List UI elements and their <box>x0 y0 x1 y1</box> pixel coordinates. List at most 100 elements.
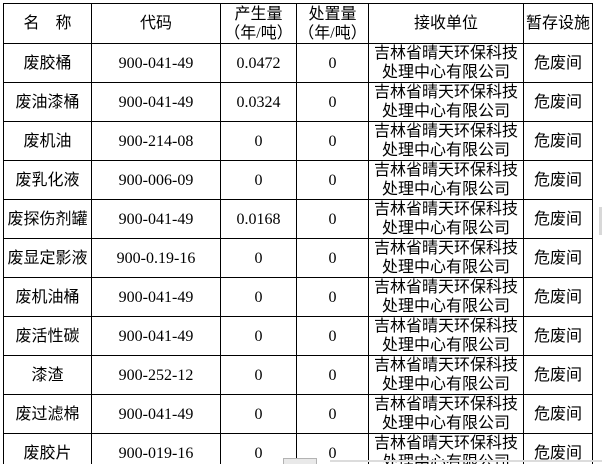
storage-facility: 危废间 <box>533 288 582 306</box>
waste-name: 废过滤棉 <box>15 405 80 423</box>
header-disposal: 处置量 （年/吨） <box>296 3 369 44</box>
waste-code-cell: 900-041-49 <box>91 277 221 317</box>
waste-name: 废探伤剂罐 <box>7 210 88 228</box>
waste-name: 漆渣 <box>31 366 64 384</box>
header-production-unit: （年/吨） <box>224 24 293 42</box>
waste-name-cell: 废乳化液 <box>3 160 92 200</box>
waste-name-cell: 废活性碳 <box>3 316 92 356</box>
waste-name-cell: 废过滤棉 <box>3 394 92 434</box>
receiver-company-cell: 吉林省晴天环保科技 处理中心有限公司 <box>368 160 524 200</box>
waste-code-cell: 900-252-12 <box>91 355 221 395</box>
waste-code-cell: 900-0.19-16 <box>91 238 221 278</box>
hazardous-waste-table: 名 称 代码 产生量 （年/吨） 处置量 （年/吨） 接收单位 <box>3 3 593 464</box>
disposal-amount-cell: 0 <box>296 160 369 200</box>
waste-code-cell: 900-041-49 <box>91 82 221 122</box>
header-storage: 暂存设施 <box>523 3 593 44</box>
production-amount-cell: 0 <box>220 160 297 200</box>
waste-code: 900-006-09 <box>118 171 194 189</box>
production-amount: 0 <box>254 444 263 462</box>
receiver-company: 吉林省晴天环保科技 处理中心有限公司 <box>373 162 518 198</box>
horizontal-scrollbar-thumb[interactable] <box>283 458 317 464</box>
receiver-company: 吉林省晴天环保科技 处理中心有限公司 <box>373 201 518 237</box>
receiver-company: 吉林省晴天环保科技 处理中心有限公司 <box>373 84 518 120</box>
production-amount-cell: 0 <box>220 238 297 278</box>
waste-name: 废机油桶 <box>15 288 80 306</box>
header-production-label: 产生量 <box>234 5 283 23</box>
waste-name: 废活性碳 <box>15 327 80 345</box>
receiver-company-cell: 吉林省晴天环保科技 处理中心有限公司 <box>368 43 524 83</box>
receiver-company: 吉林省晴天环保科技 处理中心有限公司 <box>373 318 518 354</box>
production-amount: 0 <box>254 366 263 384</box>
table-row: 废机油桶 900-041-49 0 0 吉林省晴天环保科技 处理中心有限公司 危… <box>3 277 593 317</box>
waste-code: 900-041-49 <box>118 327 194 345</box>
storage-facility: 危废间 <box>533 327 582 345</box>
production-amount-cell: 0 <box>220 316 297 356</box>
header-disposal-label: 处置量 <box>308 5 357 23</box>
waste-name-cell: 废显定影液 <box>3 238 92 278</box>
storage-facility: 危废间 <box>533 210 582 228</box>
receiver-company: 吉林省晴天环保科技 处理中心有限公司 <box>373 357 518 393</box>
table-row: 废显定影液 900-0.19-16 0 0 吉林省晴天环保科技 处理中心有限公司… <box>3 238 593 278</box>
storage-facility: 危废间 <box>533 93 582 111</box>
table-row: 废油漆桶 900-041-49 0.0324 0 吉林省晴天环保科技 处理中心有… <box>3 82 593 122</box>
receiver-company: 吉林省晴天环保科技 处理中心有限公司 <box>373 240 518 276</box>
disposal-amount: 0 <box>328 210 337 228</box>
receiver-company-cell: 吉林省晴天环保科技 处理中心有限公司 <box>368 433 524 464</box>
receiver-company: 吉林省晴天环保科技 处理中心有限公司 <box>373 123 518 159</box>
storage-facility-cell: 危废间 <box>523 433 593 464</box>
waste-code-cell: 900-214-08 <box>91 121 221 161</box>
production-amount: 0 <box>254 171 263 189</box>
waste-code-cell: 900-041-49 <box>91 394 221 434</box>
horizontal-scrollbar-track[interactable] <box>330 460 602 462</box>
disposal-amount-cell: 0 <box>296 43 369 83</box>
production-amount: 0 <box>254 132 263 150</box>
disposal-amount-cell: 0 <box>296 394 369 434</box>
disposal-amount: 0 <box>328 93 337 111</box>
waste-code: 900-041-49 <box>118 405 194 423</box>
waste-code: 900-252-12 <box>118 366 194 384</box>
header-production: 产生量 （年/吨） <box>220 3 297 44</box>
disposal-amount: 0 <box>328 54 337 72</box>
header-code-label: 代码 <box>139 15 172 32</box>
waste-name-cell: 废探伤剂罐 <box>3 199 92 239</box>
storage-facility: 危废间 <box>533 366 582 384</box>
storage-facility: 危废间 <box>533 171 582 189</box>
waste-name-cell: 漆渣 <box>3 355 92 395</box>
disposal-amount: 0 <box>328 132 337 150</box>
header-receiver: 接收单位 <box>368 3 524 44</box>
table-row: 废过滤棉 900-041-49 0 0 吉林省晴天环保科技 处理中心有限公司 危… <box>3 394 593 434</box>
waste-code-cell: 900-041-49 <box>91 316 221 356</box>
disposal-amount: 0 <box>328 288 337 306</box>
waste-code-cell: 900-006-09 <box>91 160 221 200</box>
storage-facility-cell: 危废间 <box>523 394 593 434</box>
receiver-company-cell: 吉林省晴天环保科技 处理中心有限公司 <box>368 355 524 395</box>
table-row: 漆渣 900-252-12 0 0 吉林省晴天环保科技 处理中心有限公司 危废间 <box>3 355 593 395</box>
receiver-company-cell: 吉林省晴天环保科技 处理中心有限公司 <box>368 316 524 356</box>
table-row: 废机油 900-214-08 0 0 吉林省晴天环保科技 处理中心有限公司 危废… <box>3 121 593 161</box>
waste-name-cell: 废机油桶 <box>3 277 92 317</box>
waste-name-cell: 废胶片 <box>3 433 92 464</box>
waste-name: 废乳化液 <box>15 171 80 189</box>
receiver-company-cell: 吉林省晴天环保科技 处理中心有限公司 <box>368 82 524 122</box>
production-amount-cell: 0.0168 <box>220 199 297 239</box>
storage-facility: 危废间 <box>533 132 582 150</box>
waste-code: 900-041-49 <box>118 54 194 72</box>
disposal-amount-cell: 0 <box>296 121 369 161</box>
storage-facility: 危废间 <box>533 444 582 462</box>
waste-code: 900-019-16 <box>118 444 194 462</box>
production-amount-cell: 0 <box>220 355 297 395</box>
waste-code: 900-214-08 <box>118 132 194 150</box>
receiver-company-cell: 吉林省晴天环保科技 处理中心有限公司 <box>368 394 524 434</box>
disposal-amount: 0 <box>328 405 337 423</box>
receiver-company: 吉林省晴天环保科技 处理中心有限公司 <box>373 45 518 81</box>
waste-name: 废胶桶 <box>23 54 72 72</box>
waste-name-cell: 废胶桶 <box>3 43 92 83</box>
vertical-scrollbar-fragment[interactable] <box>599 207 602 235</box>
storage-facility-cell: 危废间 <box>523 199 593 239</box>
production-amount: 0.0168 <box>236 210 281 228</box>
receiver-company: 吉林省晴天环保科技 处理中心有限公司 <box>373 435 518 464</box>
disposal-amount-cell: 0 <box>296 199 369 239</box>
waste-name-cell: 废机油 <box>3 121 92 161</box>
disposal-amount-cell: 0 <box>296 355 369 395</box>
storage-facility-cell: 危废间 <box>523 238 593 278</box>
